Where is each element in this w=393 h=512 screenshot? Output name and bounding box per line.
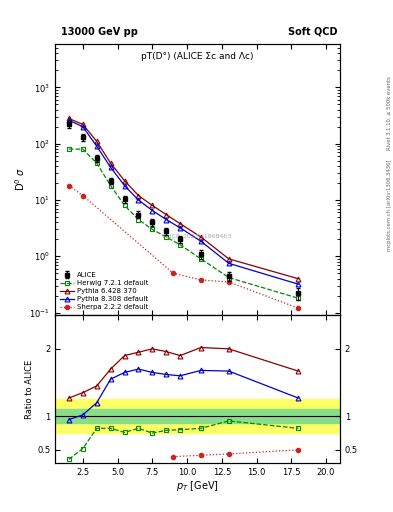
Y-axis label: D$^0$ $\sigma$: D$^0$ $\sigma$ xyxy=(13,167,27,191)
Pythia 8.308 default xyxy=(296,281,301,287)
Text: mcplots.cern.ch [arXiv:1306.3436]: mcplots.cern.ch [arXiv:1306.3436] xyxy=(387,159,391,250)
Pythia 6.428 370 xyxy=(122,178,127,184)
Herwig 7.2.1 default xyxy=(66,146,71,152)
Text: Soft QCD: Soft QCD xyxy=(288,27,337,37)
Pythia 6.428 370 xyxy=(94,138,99,144)
Text: Rivet 3.1.10, ≥ 500k events: Rivet 3.1.10, ≥ 500k events xyxy=(387,76,391,150)
Pythia 8.308 default xyxy=(66,117,71,123)
Sherpa 2.2.2 default xyxy=(81,193,85,199)
Pythia 6.428 370 xyxy=(136,193,141,199)
Pythia 6.428 370 xyxy=(150,202,155,208)
Line: Sherpa 2.2.2 default: Sherpa 2.2.2 default xyxy=(67,183,300,310)
Pythia 6.428 370 xyxy=(178,221,182,227)
Y-axis label: Ratio to ALICE: Ratio to ALICE xyxy=(25,359,34,419)
Pythia 6.428 370 xyxy=(108,160,113,166)
Sherpa 2.2.2 default xyxy=(198,277,203,283)
Pythia 8.308 default xyxy=(81,123,85,130)
Herwig 7.2.1 default xyxy=(136,217,141,223)
Pythia 6.428 370 xyxy=(66,115,71,121)
Sherpa 2.2.2 default xyxy=(171,270,176,276)
Pythia 8.308 default xyxy=(94,143,99,150)
Pythia 8.308 default xyxy=(178,225,182,231)
Sherpa 2.2.2 default xyxy=(66,182,71,188)
Herwig 7.2.1 default xyxy=(164,234,169,240)
Text: 13000 GeV pp: 13000 GeV pp xyxy=(61,27,138,37)
Herwig 7.2.1 default xyxy=(94,160,99,166)
Pythia 8.308 default xyxy=(150,207,155,214)
Pythia 6.428 370 xyxy=(226,256,231,262)
Pythia 8.308 default xyxy=(198,238,203,244)
Bar xyxy=(55,399,340,433)
Herwig 7.2.1 default xyxy=(198,256,203,262)
Herwig 7.2.1 default xyxy=(122,202,127,208)
Pythia 6.428 370 xyxy=(81,121,85,127)
Bar xyxy=(55,410,340,423)
Herwig 7.2.1 default xyxy=(178,242,182,248)
Pythia 8.308 default xyxy=(122,182,127,188)
Pythia 6.428 370 xyxy=(296,275,301,282)
Pythia 6.428 370 xyxy=(164,211,169,218)
Line: Herwig 7.2.1 default: Herwig 7.2.1 default xyxy=(66,146,301,301)
Text: pT(D°) (ALICE Σc and Λc): pT(D°) (ALICE Σc and Λc) xyxy=(141,52,254,60)
Line: Pythia 6.428 370: Pythia 6.428 370 xyxy=(66,116,301,281)
Herwig 7.2.1 default xyxy=(81,146,85,152)
Sherpa 2.2.2 default xyxy=(296,305,301,311)
Sherpa 2.2.2 default xyxy=(226,279,231,285)
Pythia 8.308 default xyxy=(136,197,141,203)
Pythia 8.308 default xyxy=(164,217,169,223)
Legend: ALICE, Herwig 7.2.1 default, Pythia 6.428 370, Pythia 8.308 default, Sherpa 2.2.: ALICE, Herwig 7.2.1 default, Pythia 6.42… xyxy=(59,271,149,312)
Herwig 7.2.1 default xyxy=(226,274,231,281)
Text: ALICE_2022_I1868463: ALICE_2022_I1868463 xyxy=(163,233,232,239)
Herwig 7.2.1 default xyxy=(108,182,113,188)
Pythia 6.428 370 xyxy=(198,234,203,240)
Pythia 8.308 default xyxy=(226,260,231,266)
Pythia 8.308 default xyxy=(108,164,113,170)
Herwig 7.2.1 default xyxy=(150,226,155,232)
Herwig 7.2.1 default xyxy=(296,295,301,301)
Line: Pythia 8.308 default: Pythia 8.308 default xyxy=(66,118,301,287)
X-axis label: $p_{T}$ [GeV]: $p_{T}$ [GeV] xyxy=(176,479,219,493)
